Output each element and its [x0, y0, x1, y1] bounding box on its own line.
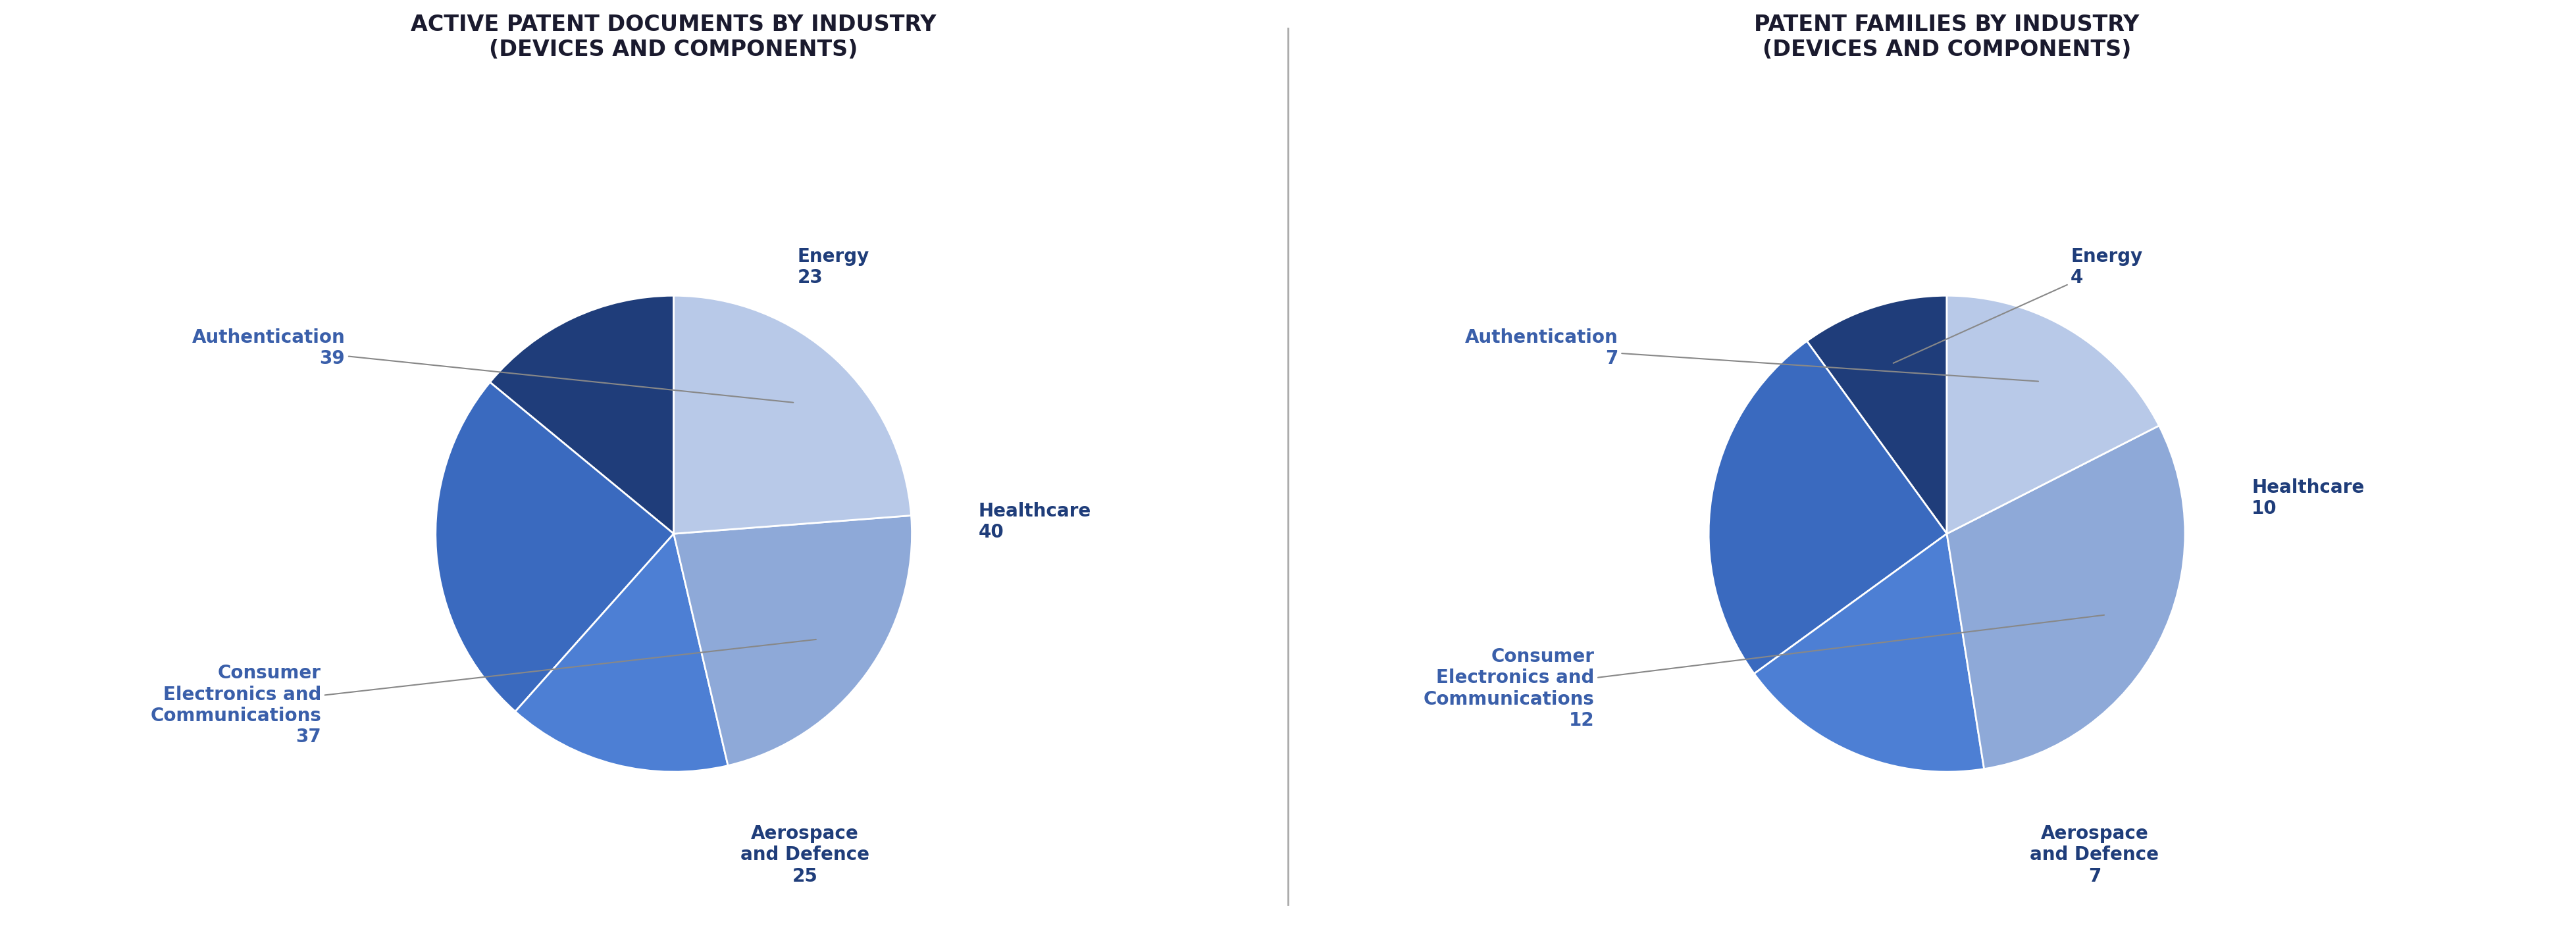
Text: Authentication
39: Authentication 39 [191, 328, 793, 402]
Text: Energy
4: Energy 4 [1893, 247, 2143, 363]
Wedge shape [1708, 341, 1947, 674]
Wedge shape [435, 383, 675, 712]
Wedge shape [515, 534, 729, 772]
Title: ACTIVE PATENT DOCUMENTS BY INDUSTRY
(DEVICES AND COMPONENTS): ACTIVE PATENT DOCUMENTS BY INDUSTRY (DEV… [412, 14, 938, 61]
Text: Energy
23: Energy 23 [799, 247, 871, 287]
Text: Aerospace
and Defence
7: Aerospace and Defence 7 [2030, 824, 2159, 885]
Text: Authentication
7: Authentication 7 [1466, 328, 2038, 382]
Text: Aerospace
and Defence
25: Aerospace and Defence 25 [739, 824, 868, 885]
Wedge shape [489, 296, 675, 534]
Text: Consumer
Electronics and
Communications
12: Consumer Electronics and Communications … [1425, 615, 2105, 730]
Text: Healthcare
10: Healthcare 10 [2251, 478, 2365, 518]
Wedge shape [675, 296, 912, 534]
Text: Healthcare
40: Healthcare 40 [979, 502, 1092, 542]
Wedge shape [1947, 425, 2184, 769]
Wedge shape [1754, 534, 1984, 772]
Wedge shape [675, 516, 912, 766]
Text: Consumer
Electronics and
Communications
37: Consumer Electronics and Communications … [149, 639, 817, 746]
Wedge shape [1947, 296, 2159, 534]
Wedge shape [1806, 296, 1947, 534]
Title: PATENT FAMILIES BY INDUSTRY
(DEVICES AND COMPONENTS): PATENT FAMILIES BY INDUSTRY (DEVICES AND… [1754, 14, 2141, 61]
